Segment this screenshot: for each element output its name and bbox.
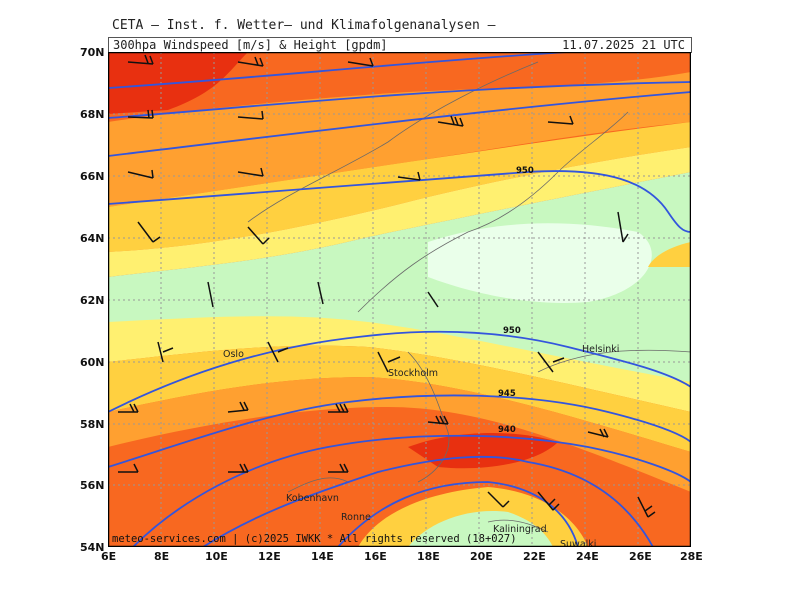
lat-label: 62N: [80, 294, 105, 307]
lon-label: 24E: [576, 550, 599, 563]
place-suwalki: Suwalki: [560, 539, 596, 547]
lon-label: 22E: [523, 550, 546, 563]
contour-label: 950: [516, 166, 534, 176]
lat-label: 56N: [80, 479, 105, 492]
lat-label: 60N: [80, 356, 105, 369]
place-helsinki: Helsinki: [582, 344, 619, 355]
lat-label: 66N: [80, 170, 105, 183]
lon-label: 12E: [258, 550, 281, 563]
lat-label: 58N: [80, 418, 105, 431]
lon-label: 18E: [417, 550, 440, 563]
copyright-credit: meteo-services.com | (c)2025 IWKK * All …: [112, 533, 517, 545]
lon-label: 8E: [154, 550, 170, 563]
contour-label: 940: [498, 425, 516, 435]
lat-label: 70N: [80, 46, 105, 59]
lat-label: 64N: [80, 232, 105, 245]
place-kobenhavn: Kobenhavn: [286, 493, 339, 504]
lon-label: 16E: [364, 550, 387, 563]
place-kaliningrad: Kaliningrad: [493, 524, 547, 535]
lon-label: 14E: [311, 550, 334, 563]
place-stockholm: Stockholm: [388, 368, 438, 379]
lon-label: 10E: [205, 550, 228, 563]
lon-label: 6E: [101, 550, 117, 563]
valid-time: 11.07.2025 21 UTC: [562, 38, 685, 52]
product-bar: 300hpa Windspeed [m/s] & Height [gpdm] 1…: [108, 37, 692, 53]
lon-label: 28E: [680, 550, 703, 563]
contour-label: 945: [498, 389, 516, 399]
lat-label: 68N: [80, 108, 105, 121]
chart-title: CETA – Inst. f. Wetter– und Klimafolgena…: [112, 18, 496, 33]
contour-label: 950: [503, 326, 521, 336]
place-oslo: Oslo: [223, 349, 244, 360]
lon-label: 20E: [470, 550, 493, 563]
place-ronne: Ronne: [341, 512, 371, 523]
lon-label: 26E: [629, 550, 652, 563]
lat-label: 54N: [80, 541, 105, 554]
product-label: 300hpa Windspeed [m/s] & Height [gpdm]: [113, 38, 388, 52]
weather-map: 950 950 945 940 Oslo Stockholm Helsinki …: [108, 52, 691, 547]
